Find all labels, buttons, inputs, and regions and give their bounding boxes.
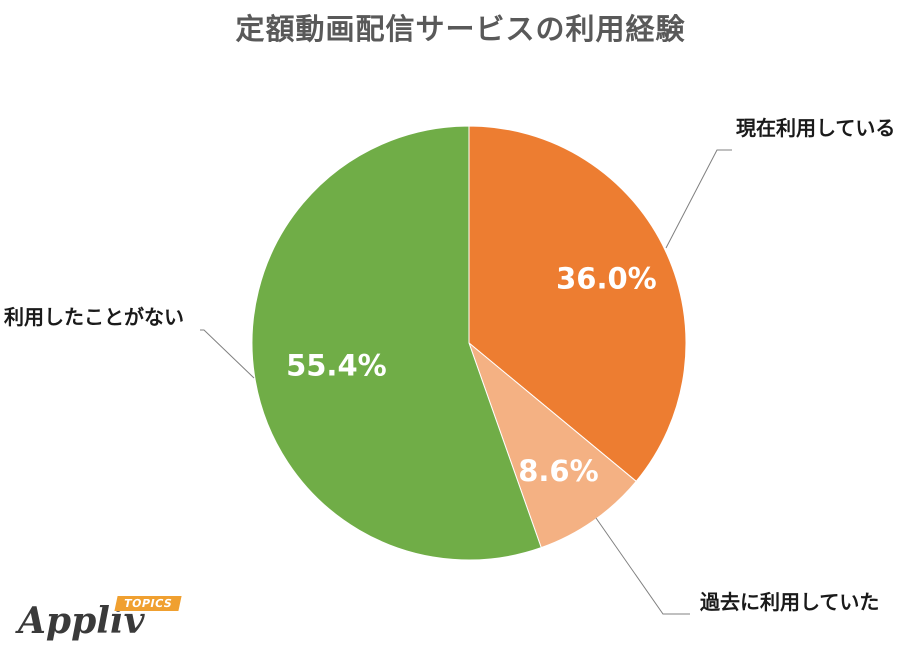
leader-line: [665, 149, 732, 249]
leader-line: [200, 329, 255, 379]
slice-value-label: 36.0%: [556, 261, 657, 295]
appliv-topics-logo: Appliv TOPICS: [18, 594, 188, 646]
slice-value-label: 8.6%: [518, 454, 598, 488]
slice-category-label: 利用したことがない: [4, 305, 184, 329]
leader-lines-layer: [200, 149, 732, 615]
pie-slice: [251, 125, 542, 561]
pie-slice: [467, 341, 637, 549]
pie-slice: [468, 125, 687, 483]
labels-layer: 36.0% 現在利用している 8.6% 過去に利用していた 55.4% 利用したことがない: [4, 116, 895, 614]
slice-category-label: 現在利用している: [736, 116, 895, 140]
leader-line: [595, 517, 690, 615]
slice-category-label: 過去に利用していた: [700, 590, 879, 614]
slices-layer: [251, 125, 687, 561]
slice-value-label: 55.4%: [286, 349, 387, 383]
logo-badge: TOPICS: [114, 596, 182, 611]
chart-title: 定額動画配信サービスの利用経験: [235, 12, 686, 46]
